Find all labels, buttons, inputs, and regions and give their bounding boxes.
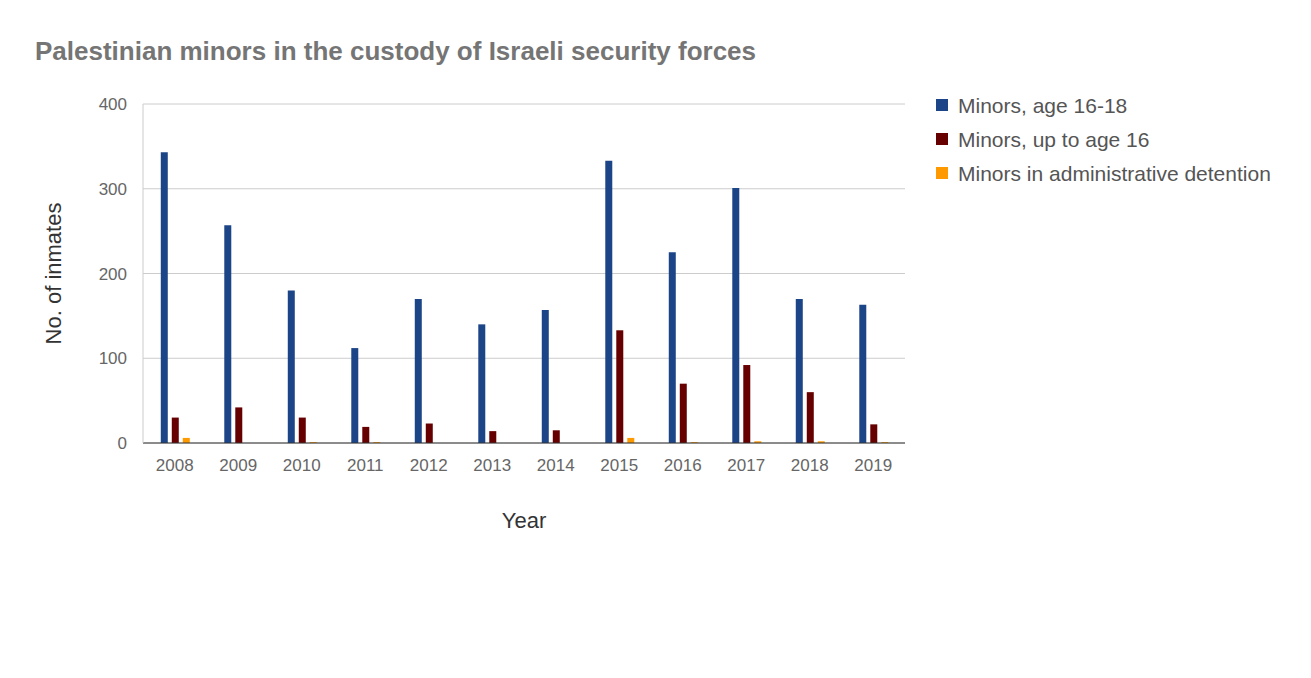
svg-text:2014: 2014 <box>537 456 575 475</box>
svg-text:400: 400 <box>99 95 127 114</box>
svg-text:2011: 2011 <box>347 456 384 475</box>
svg-text:300: 300 <box>99 180 127 199</box>
svg-text:2015: 2015 <box>600 456 638 475</box>
html-text:Minors, age 16-18: Minors, age 16-18 <box>958 94 1128 117</box>
svg-text:200: 200 <box>99 265 127 284</box>
svg-text:2008: 2008 <box>156 456 194 475</box>
svg-text:2012: 2012 <box>410 456 448 475</box>
svg-text:Year: Year <box>502 508 546 533</box>
svg-text:No. of inmates: No. of inmates <box>41 203 66 345</box>
svg-text:0: 0 <box>118 434 127 453</box>
svg-text:2009: 2009 <box>219 456 257 475</box>
svg-text:2018: 2018 <box>791 456 829 475</box>
svg-text:2019: 2019 <box>854 456 892 475</box>
svg-text:2013: 2013 <box>473 456 511 475</box>
html-text:Palestinian minors in the cust: Palestinian minors in the custody of Isr… <box>35 36 756 66</box>
svg-text:2016: 2016 <box>664 456 702 475</box>
html-text:Minors in administrative deten: Minors in administrative detention <box>958 162 1271 185</box>
svg-text:2010: 2010 <box>283 456 321 475</box>
html-text:Minors, up to age 16: Minors, up to age 16 <box>958 128 1150 151</box>
svg-text:2017: 2017 <box>727 456 765 475</box>
svg-text:100: 100 <box>99 349 127 368</box>
